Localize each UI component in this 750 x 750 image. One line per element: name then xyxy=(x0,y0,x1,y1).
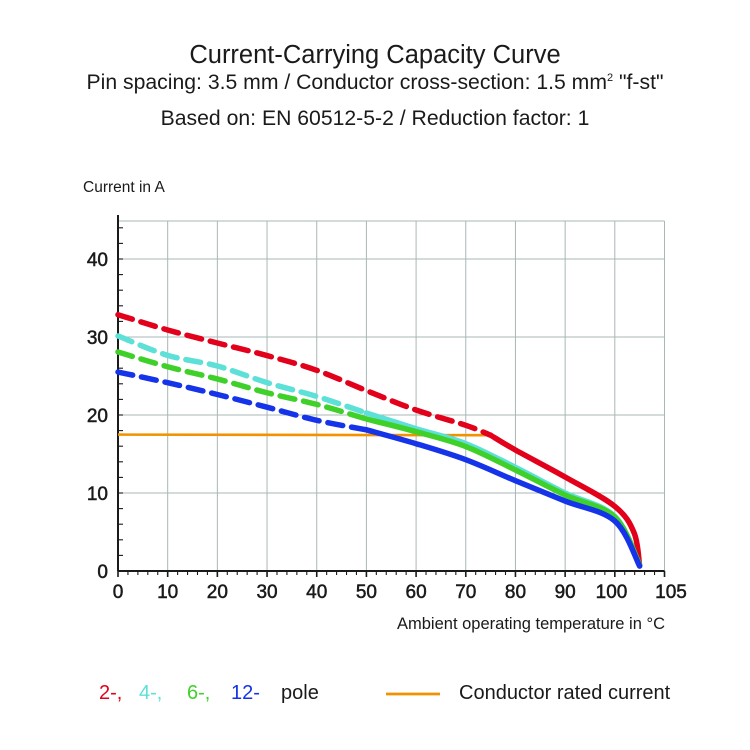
svg-text:105: 105 xyxy=(655,582,687,603)
svg-text:0: 0 xyxy=(97,562,108,583)
svg-text:80: 80 xyxy=(505,582,526,603)
svg-text:10: 10 xyxy=(87,484,108,505)
svg-text:30: 30 xyxy=(87,328,108,349)
svg-text:30: 30 xyxy=(256,582,277,603)
svg-text:20: 20 xyxy=(207,582,228,603)
svg-text:20: 20 xyxy=(87,406,108,427)
svg-text:40: 40 xyxy=(87,250,108,271)
svg-text:100: 100 xyxy=(596,582,628,603)
svg-text:70: 70 xyxy=(455,582,476,603)
svg-text:10: 10 xyxy=(157,582,178,603)
svg-text:0: 0 xyxy=(113,582,124,603)
svg-text:90: 90 xyxy=(555,582,576,603)
svg-text:50: 50 xyxy=(356,582,377,603)
svg-text:pole: pole xyxy=(281,682,319,704)
svg-text:2-,: 2-, xyxy=(99,682,122,704)
svg-text:4-,: 4-, xyxy=(139,682,162,704)
svg-text:6-,: 6-, xyxy=(187,682,210,704)
svg-text:40: 40 xyxy=(306,582,327,603)
svg-text:12-: 12- xyxy=(231,682,260,704)
svg-text:Conductor rated current: Conductor rated current xyxy=(459,682,671,704)
svg-text:60: 60 xyxy=(406,582,427,603)
